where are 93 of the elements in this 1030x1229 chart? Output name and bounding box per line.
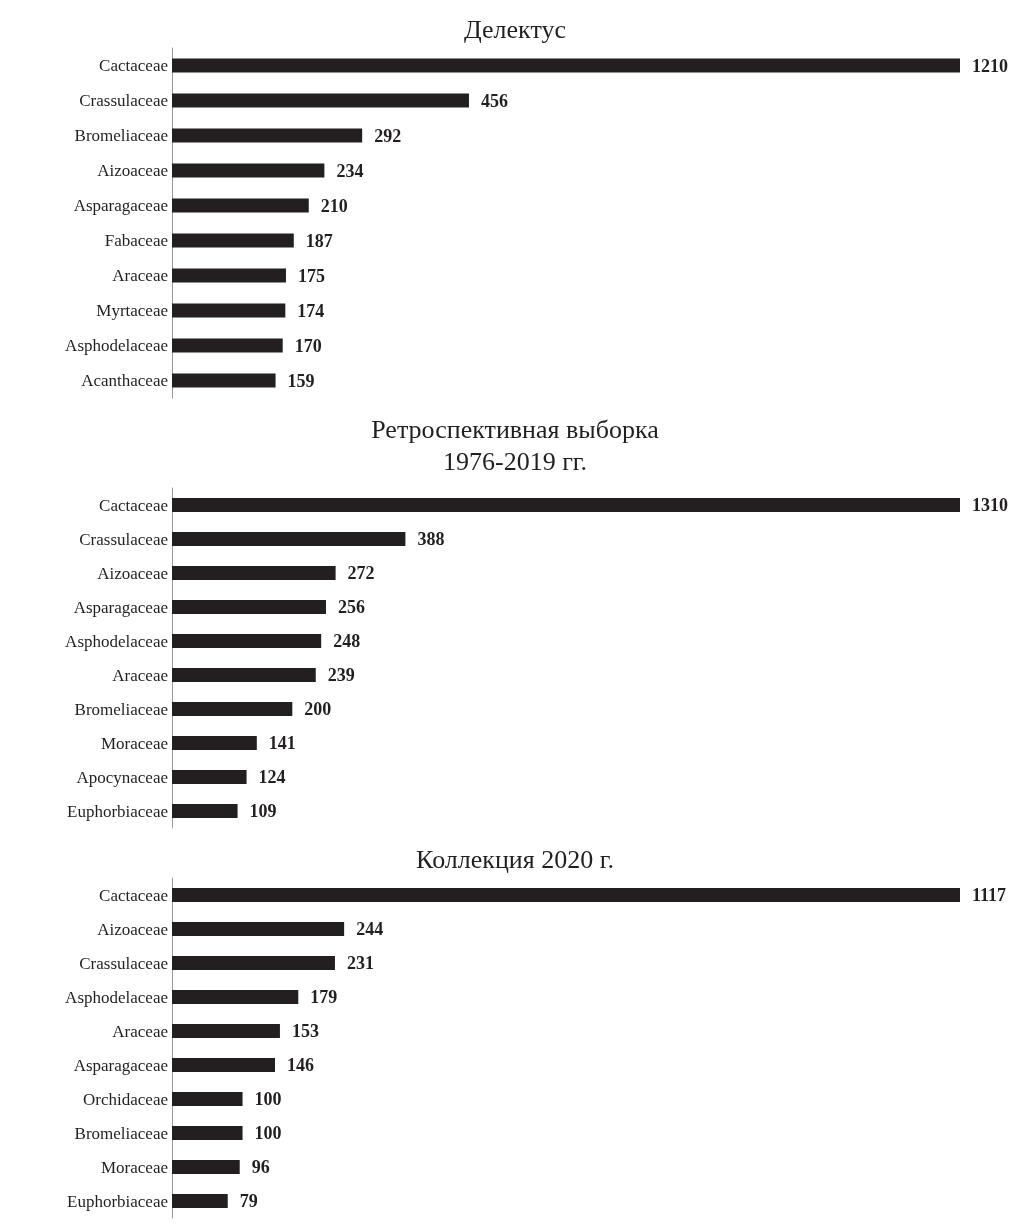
data-label: 248 xyxy=(333,631,361,651)
data-label: 179 xyxy=(310,987,338,1007)
y-tick-label: Myrtaceae xyxy=(96,301,168,320)
data-label: 292 xyxy=(374,125,402,146)
data-label: 256 xyxy=(337,597,365,617)
y-tick-label: Aizoaceae xyxy=(97,161,168,180)
data-label: 239 xyxy=(327,665,355,685)
data-label: 456 xyxy=(480,90,508,111)
bar xyxy=(172,888,960,902)
bar xyxy=(172,702,293,716)
y-tick-label: Crassulaceae xyxy=(79,91,168,110)
y-tick-label: Apocynaceae xyxy=(76,767,168,787)
bar xyxy=(172,303,286,318)
bar xyxy=(172,804,238,818)
data-label: 159 xyxy=(287,370,315,391)
bar xyxy=(172,93,469,108)
bar xyxy=(172,1024,280,1038)
data-label: 234 xyxy=(336,160,364,181)
data-label: 146 xyxy=(287,1055,314,1075)
bar xyxy=(172,566,336,580)
bar xyxy=(172,1058,275,1072)
y-tick-label: Moraceae xyxy=(100,1157,168,1177)
bar xyxy=(172,532,406,546)
data-label: 1210 xyxy=(972,55,1008,76)
data-label: 141 xyxy=(268,733,296,753)
data-label: 153 xyxy=(291,1021,319,1041)
bar xyxy=(172,58,960,73)
data-label: 388 xyxy=(417,529,445,549)
bar xyxy=(172,956,335,970)
y-tick-label: Asparagaceae xyxy=(73,1055,168,1075)
bar xyxy=(172,600,326,614)
bar xyxy=(172,736,257,750)
bar xyxy=(172,1160,240,1174)
y-tick-label: Cactaceae xyxy=(99,495,168,515)
data-label: 100 xyxy=(254,1123,282,1143)
y-tick-label: Bromeliaceae xyxy=(74,126,168,145)
y-tick-label: Asphodelaceae xyxy=(65,987,168,1007)
y-tick-label: Asphodelaceae xyxy=(65,336,168,355)
data-label: 175 xyxy=(297,265,325,286)
chart-title: Делектус xyxy=(464,14,566,44)
y-tick-label: Asparagaceae xyxy=(73,196,168,215)
y-tick-label: Fabaceae xyxy=(104,231,168,250)
data-label: 79 xyxy=(239,1191,258,1211)
y-tick-label: Aizoaceae xyxy=(97,919,168,939)
data-label: 96 xyxy=(251,1157,270,1177)
bar xyxy=(172,770,247,784)
y-tick-label: Asparagaceae xyxy=(73,597,168,617)
y-tick-label: Crassulaceae xyxy=(79,529,168,549)
bar xyxy=(172,163,325,178)
y-tick-label: Asphodelaceae xyxy=(65,631,168,651)
bar xyxy=(172,198,309,213)
bar xyxy=(172,922,345,936)
y-tick-label: Cactaceae xyxy=(99,885,168,905)
y-tick-label: Bromeliaceae xyxy=(74,1123,168,1143)
data-label: 1310 xyxy=(972,495,1008,515)
data-label: 1117 xyxy=(972,885,1007,905)
y-tick-label: Cactaceae xyxy=(99,56,168,75)
bar xyxy=(172,338,283,353)
bar xyxy=(172,128,363,143)
y-tick-label: Euphorbiaceae xyxy=(67,1191,168,1211)
bar xyxy=(172,498,960,512)
y-tick-label: Euphorbiaceae xyxy=(67,801,168,821)
chart-title: Ретроспективная выборка 1976-2019 гг. xyxy=(371,414,660,476)
y-tick-label: Aizoaceae xyxy=(97,563,168,583)
y-tick-label: Acanthaceae xyxy=(81,371,168,390)
data-label: 272 xyxy=(347,563,375,583)
bar xyxy=(172,233,294,248)
y-tick-label: Orchidaceae xyxy=(83,1089,168,1109)
data-label: 124 xyxy=(258,767,286,787)
bar xyxy=(172,1126,243,1140)
y-tick-label: Crassulaceae xyxy=(79,953,168,973)
y-tick-label: Araceae xyxy=(112,665,168,685)
y-tick-label: Moraceae xyxy=(100,733,168,753)
bar xyxy=(172,990,299,1004)
data-label: 231 xyxy=(346,953,374,973)
bar xyxy=(172,1092,243,1106)
data-label: 174 xyxy=(297,300,325,321)
data-label: 170 xyxy=(294,335,322,356)
data-label: 109 xyxy=(249,801,277,821)
y-tick-label: Araceae xyxy=(112,1021,168,1041)
data-label: 244 xyxy=(356,919,384,939)
y-tick-label: Araceae xyxy=(112,266,168,285)
bar xyxy=(172,1194,228,1208)
bar xyxy=(172,634,322,648)
bar xyxy=(172,268,286,283)
bar xyxy=(172,668,316,682)
data-label: 200 xyxy=(304,699,332,719)
data-label: 210 xyxy=(320,195,348,216)
data-label: 187 xyxy=(305,230,333,251)
chart-title: Коллекция 2020 г. xyxy=(416,844,614,874)
bar xyxy=(172,373,276,388)
y-tick-label: Bromeliaceae xyxy=(74,699,168,719)
data-label: 100 xyxy=(254,1089,282,1109)
